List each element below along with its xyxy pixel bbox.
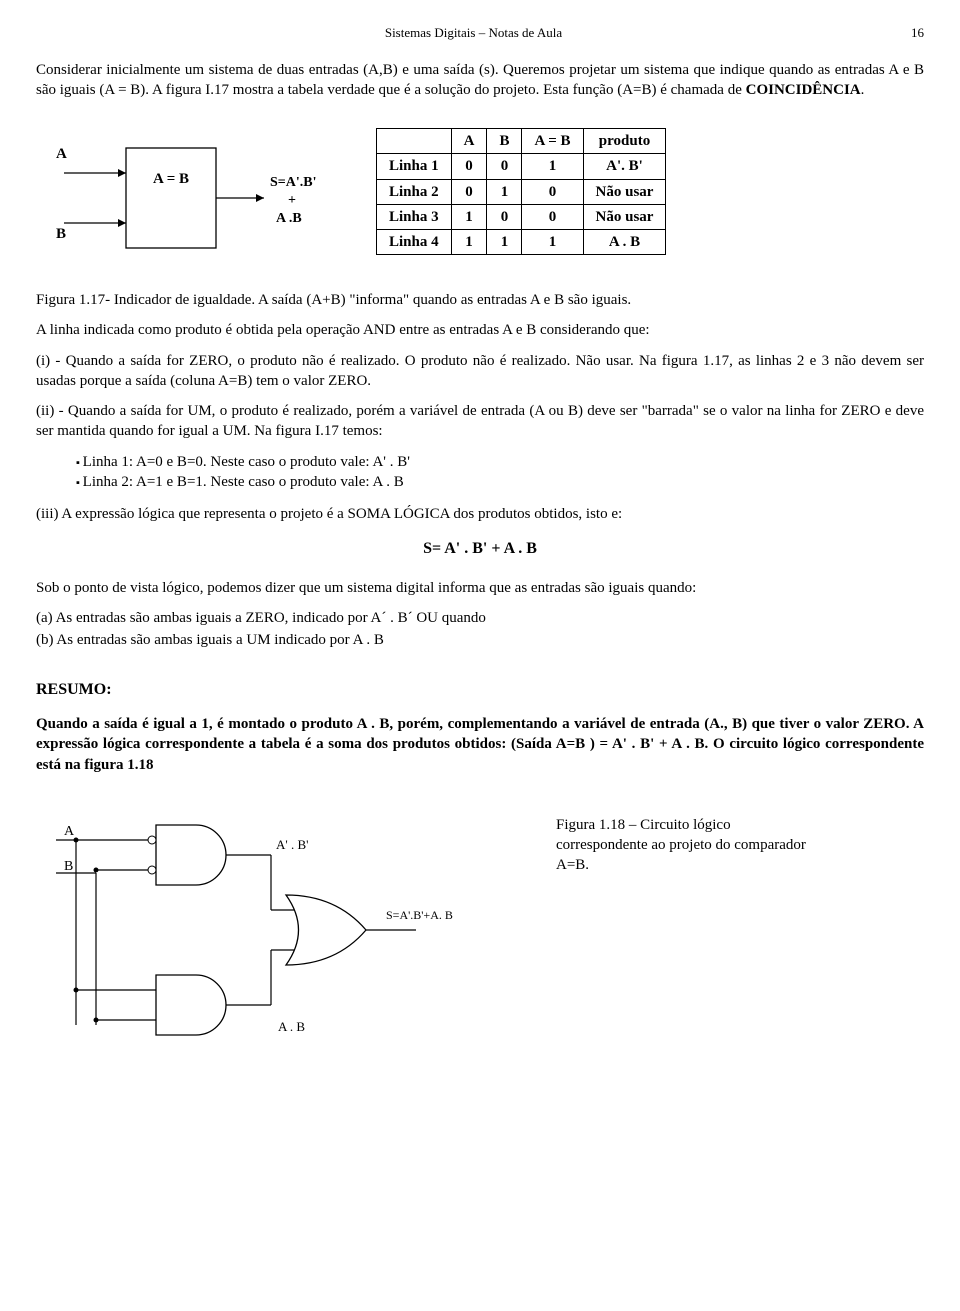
resumo-body: Quando a saída é igual a 1, é montado o … [36,714,924,775]
list-item: Linha 2: A=1 e B=1. Neste caso o produto… [76,472,924,492]
page-number: 16 [911,24,924,42]
th-blank [377,129,452,154]
figure-caption: Figura 1.17- Indicador de igualdade. A s… [36,290,924,310]
case-b: (b) As entradas são ambas iguais a UM in… [36,630,924,650]
list-item: Linha 1: A=0 e B=0. Neste caso o produto… [76,452,924,472]
bullet-list: Linha 1: A=0 e B=0. Neste caso o produto… [76,452,924,493]
figure-1-17: A B A = B S=A'.B' + A .B A B A = B produ… [36,128,924,268]
intro-paragraph: Considerar inicialmente um sistema de du… [36,60,924,101]
th-aeqb: A = B [522,129,583,154]
truth-table: A B A = B produto Linha 1 0 0 1 A'. B' L… [376,128,666,255]
page-header: Sistemas Digitais – Notas de Aula 16 [36,24,924,42]
resumo-title: RESUMO: [36,679,924,701]
or-out: S=A'.B'+A. B [386,908,453,922]
figure-1-18-caption: Figura 1.18 – Circuito lógico correspond… [556,815,816,876]
table-row: Linha 2 0 1 0 Não usar [377,179,666,204]
item-iii: (iii) A expressão lógica que representa … [36,504,924,524]
input-b-label: B [56,226,66,242]
table-row: Linha 1 0 0 1 A'. B' [377,154,666,179]
out-line2: A .B [276,211,302,226]
coincidencia-bold: COINCIDÊNCIA [746,82,861,98]
and2-out: A . B [278,1019,305,1034]
th-produto: produto [583,129,666,154]
block-label: A = B [153,171,189,187]
out-plus: + [288,193,296,208]
and-paragraph: A linha indicada como produto é obtida p… [36,320,924,340]
equation: S= A' . B' + A . B [36,538,924,560]
block-diagram: A B A = B S=A'.B' + A .B [36,128,336,268]
and1-out: A' . B' [276,837,309,852]
sob-paragraph: Sob o ponto de vista lógico, podemos diz… [36,578,924,598]
table-row: Linha 4 1 1 1 A . B [377,230,666,255]
th-b: B [487,129,522,154]
circ-in-b: B [64,859,73,874]
table-row: Linha 3 1 0 0 Não usar [377,204,666,229]
case-a: (a) As entradas são ambas iguais a ZERO,… [36,608,924,628]
input-a-label: A [56,146,67,162]
table-head: A B A = B produto [377,129,666,154]
out-line1: S=A'.B' [270,175,317,190]
item-ii: (ii) - Quando a saída for UM, o produto … [36,401,924,442]
figure-1-18: A B A' . B' A . B S=A'.B'+A. B Figura 1. [36,815,924,1045]
item-i: (i) - Quando a saída for ZERO, o produto… [36,351,924,392]
circ-in-a: A [64,824,75,839]
logic-circuit: A B A' . B' A . B S=A'.B'+A. B [36,815,496,1045]
header-title: Sistemas Digitais – Notas de Aula [385,25,562,40]
th-a: A [451,129,487,154]
